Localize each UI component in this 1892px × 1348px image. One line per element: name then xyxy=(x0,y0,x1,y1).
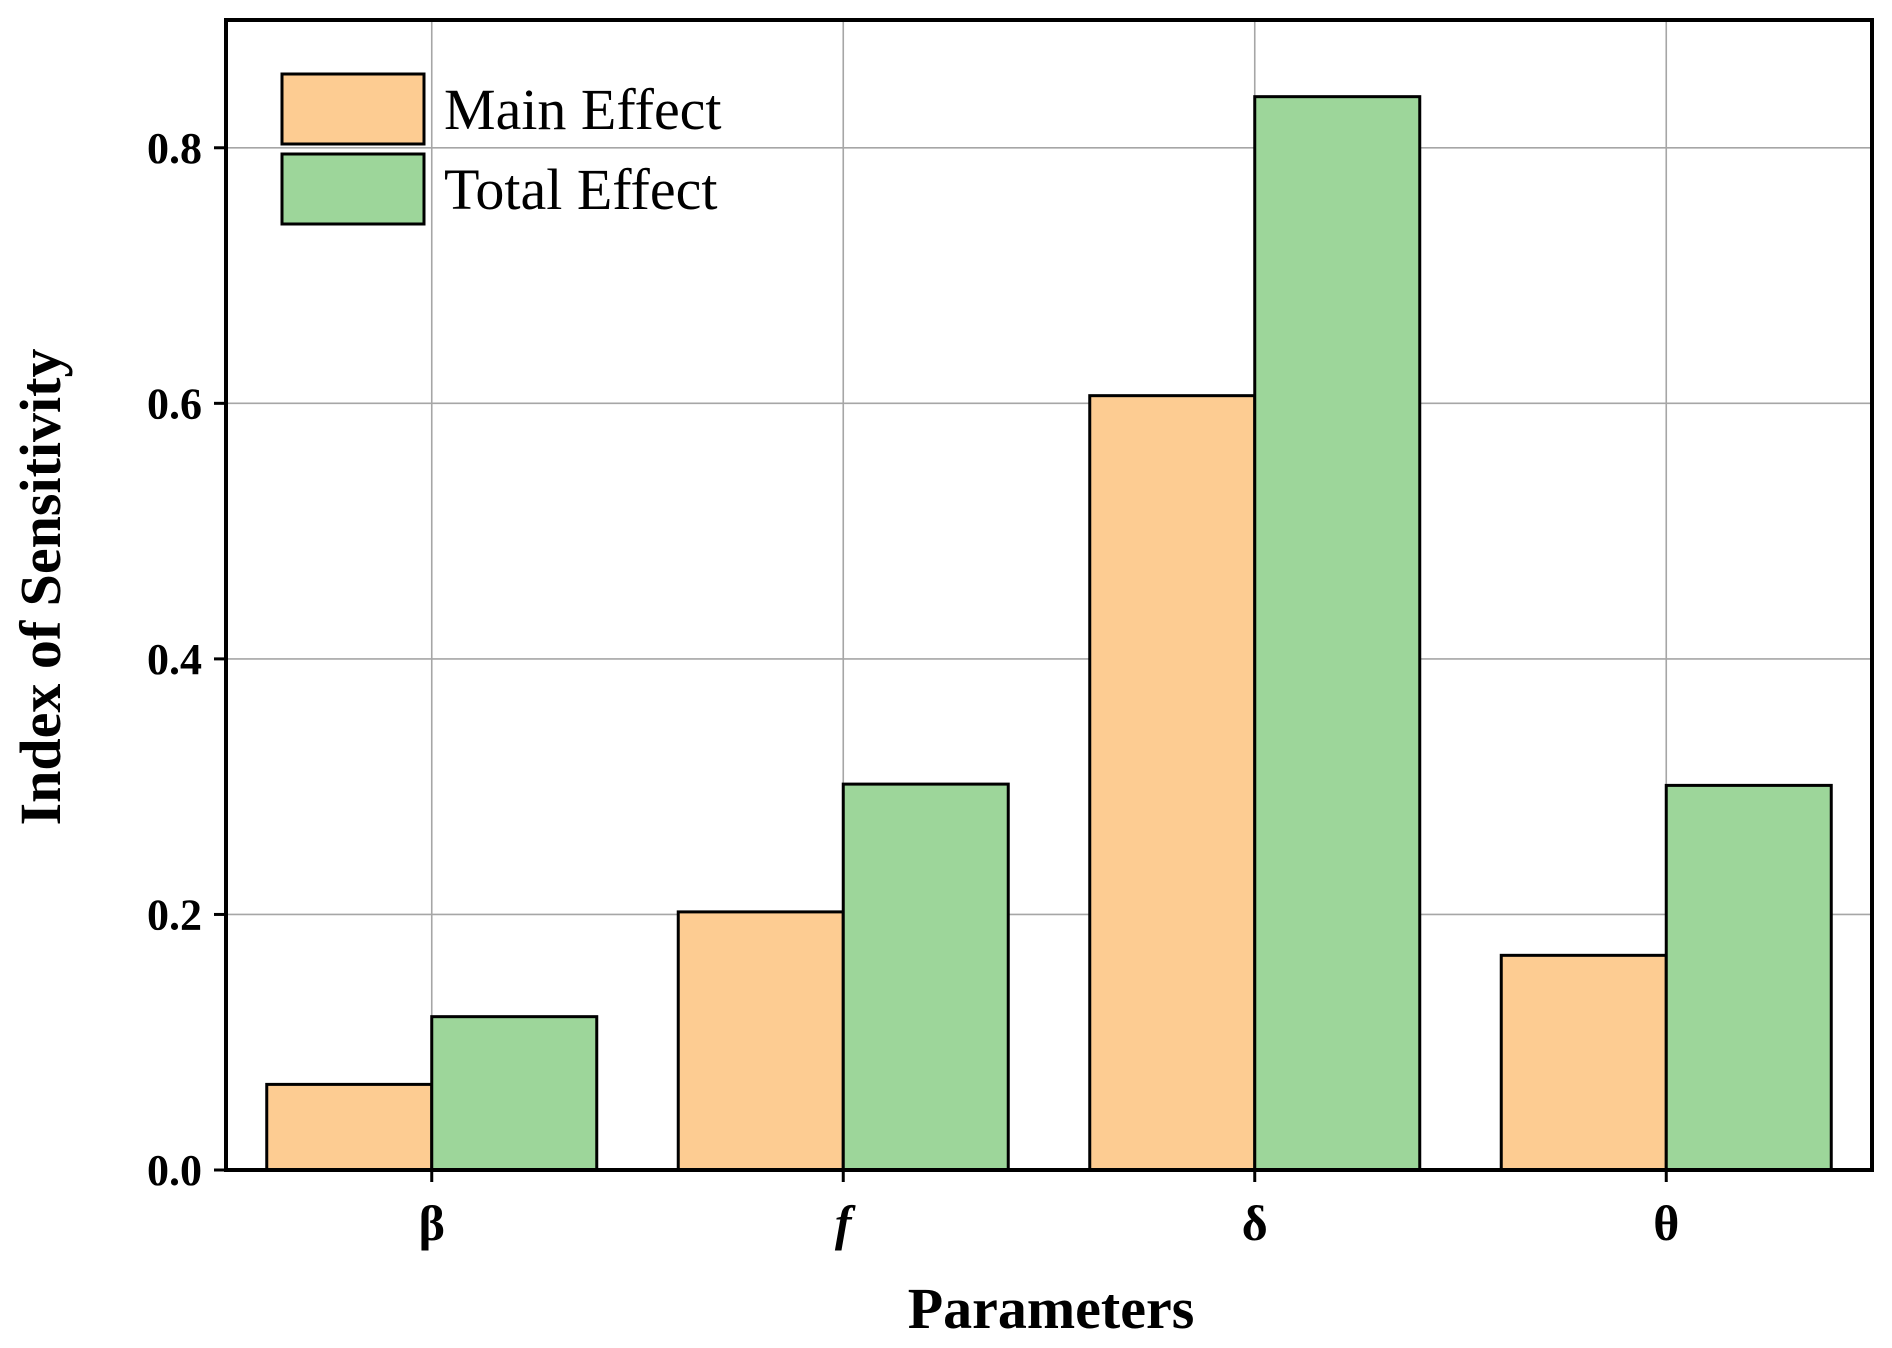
y-tick-label: 0.2 xyxy=(147,890,202,939)
axis-ticks xyxy=(214,146,1668,1182)
y-tick-labels: 0.0 0.2 0.4 0.6 0.8 xyxy=(147,124,202,1195)
y-tick-label: 0.0 xyxy=(147,1146,202,1195)
bar-total-effect-2 xyxy=(1253,95,1422,1172)
legend-label: Total Effect xyxy=(444,157,717,222)
bar-main-effect-0 xyxy=(265,1082,434,1172)
x-category-label: f xyxy=(835,1195,856,1251)
x-category-label: β xyxy=(419,1195,445,1251)
y-axis-title: Index of Sensitivity xyxy=(8,349,73,826)
bar-total-effect-3 xyxy=(1664,783,1833,1172)
plot-frame xyxy=(224,18,1874,1172)
bars xyxy=(265,95,1833,1172)
bar-main-effect-2 xyxy=(1088,394,1257,1172)
x-category-label: δ xyxy=(1242,1195,1268,1251)
y-tick-label: 0.8 xyxy=(147,124,202,173)
x-category-label: θ xyxy=(1653,1195,1679,1251)
legend-swatch xyxy=(280,152,426,226)
bar-total-effect-0 xyxy=(430,1015,599,1172)
y-tick-label: 0.4 xyxy=(147,635,202,684)
bar-main-effect-1 xyxy=(676,910,845,1172)
bar-main-effect-3 xyxy=(1499,953,1668,1172)
x-axis-title: Parameters xyxy=(908,1276,1195,1341)
bar-total-effect-1 xyxy=(841,782,1010,1172)
legend-label: Main Effect xyxy=(444,77,722,142)
y-tick-label: 0.6 xyxy=(147,379,202,428)
legend-swatch xyxy=(280,72,426,146)
legend: Main Effect Total Effect xyxy=(280,72,722,226)
